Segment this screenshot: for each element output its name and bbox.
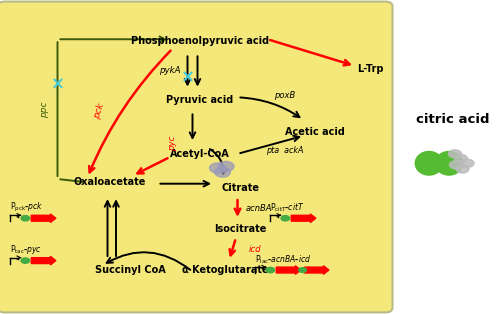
Circle shape <box>214 167 230 177</box>
FancyArrow shape <box>31 256 56 265</box>
Text: Pyruvic acid: Pyruvic acid <box>166 95 234 106</box>
Text: Isocitrate: Isocitrate <box>214 224 266 234</box>
FancyArrow shape <box>291 214 316 223</box>
Circle shape <box>454 154 468 163</box>
Text: ppc: ppc <box>40 102 50 118</box>
Text: Acetyl-CoA: Acetyl-CoA <box>170 149 230 159</box>
Text: poxB: poxB <box>274 91 295 100</box>
Text: pyc: pyc <box>168 135 177 150</box>
Circle shape <box>266 268 274 273</box>
Circle shape <box>218 161 234 171</box>
Circle shape <box>299 268 306 273</box>
Text: L-Trp: L-Trp <box>357 64 384 74</box>
Text: ×: × <box>50 76 64 94</box>
Circle shape <box>21 258 29 263</box>
Ellipse shape <box>435 151 463 175</box>
FancyArrow shape <box>276 266 301 274</box>
Circle shape <box>461 159 474 167</box>
Text: $\rm{P}_{lac}$-$\it{acnBA}$-$\it{icd}$: $\rm{P}_{lac}$-$\it{acnBA}$-$\it{icd}$ <box>255 253 312 266</box>
Text: citric acid: citric acid <box>416 113 489 126</box>
Text: Oxaloacetate: Oxaloacetate <box>74 177 146 187</box>
Text: pck: pck <box>92 102 106 121</box>
Text: Succinyl CoA: Succinyl CoA <box>94 265 166 275</box>
Text: α Ketoglutarate: α Ketoglutarate <box>182 265 268 275</box>
Text: pta  ackA: pta ackA <box>266 146 304 155</box>
Text: Acetic acid: Acetic acid <box>285 127 345 137</box>
Text: $\rm{P}_{citT}$-$\it{citT}$: $\rm{P}_{citT}$-$\it{citT}$ <box>270 201 304 214</box>
FancyArrow shape <box>304 266 329 274</box>
Circle shape <box>450 161 462 169</box>
Circle shape <box>456 165 469 173</box>
Text: Citrate: Citrate <box>221 183 259 193</box>
Circle shape <box>210 163 226 173</box>
Text: $\rm{P}_{pck}$-$\it{pck}$: $\rm{P}_{pck}$-$\it{pck}$ <box>10 201 43 214</box>
Ellipse shape <box>415 151 443 175</box>
Text: pykA: pykA <box>159 66 181 75</box>
Text: $\rm{P}_{tac}$-$\it{pyc}$: $\rm{P}_{tac}$-$\it{pyc}$ <box>10 243 42 256</box>
Text: Phosphoenolpyruvic acid: Phosphoenolpyruvic acid <box>131 36 269 46</box>
Circle shape <box>448 150 462 158</box>
Circle shape <box>21 215 29 221</box>
FancyArrow shape <box>31 214 56 223</box>
Text: acnBA: acnBA <box>246 204 272 213</box>
Circle shape <box>281 215 289 221</box>
FancyBboxPatch shape <box>0 2 392 312</box>
Text: ×: × <box>180 68 194 86</box>
Text: icd: icd <box>248 245 262 254</box>
